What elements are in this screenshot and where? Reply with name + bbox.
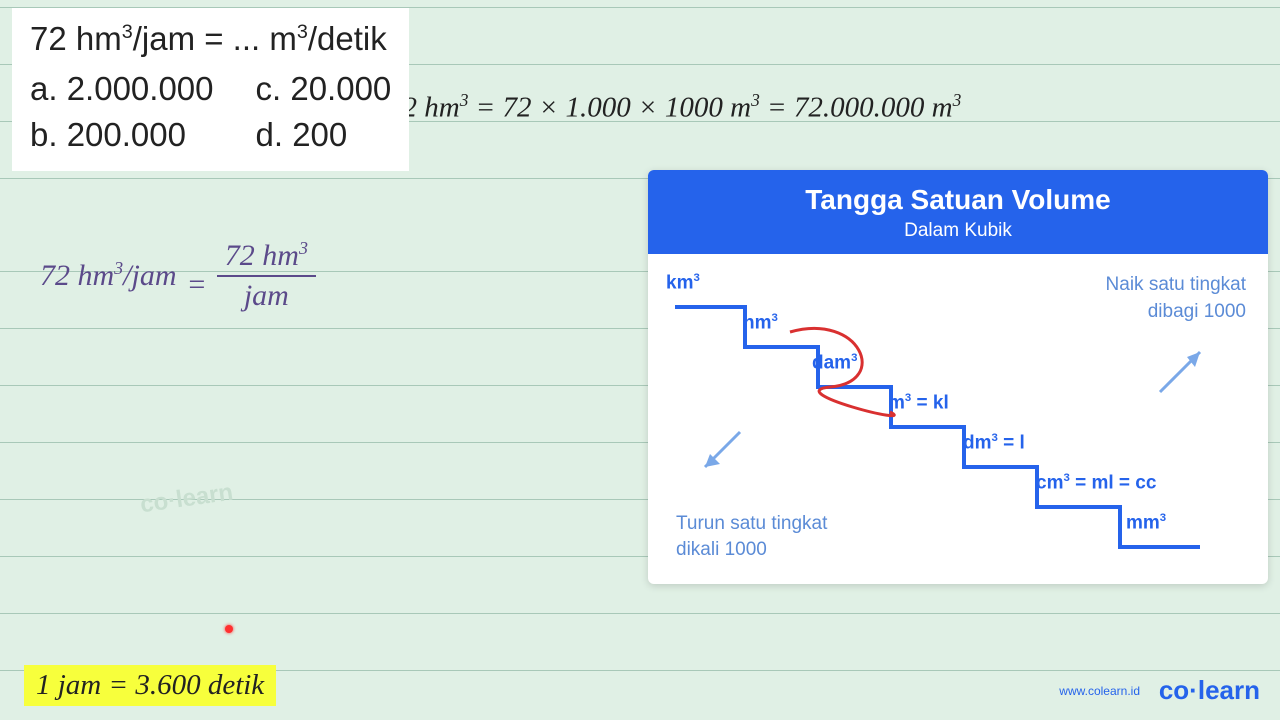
question-options: a. 2.000.000 b. 200.000 c. 20.000 d. 200 [30,66,391,158]
pointer-dot [225,625,233,633]
step-dm3: dm3 = l [963,432,1025,454]
step-dam3: dam3 [812,352,857,374]
step-mm3: mm3 [1126,512,1166,534]
volume-unit-card: Tangga Satuan Volume Dalam Kubik km3 hm3… [648,170,1268,584]
working-equation: 72 hm3/jam = 72 hm3 jam [40,238,316,313]
note-ascending: Naik satu tingkat dibagi 1000 [1106,272,1246,325]
fraction-denominator: jam [236,277,297,313]
question-prompt: 72 hm3/jam = ... m3/detik [30,16,391,62]
option-a: a. 2.000.000 [30,66,214,112]
option-b: b. 200.000 [30,112,214,158]
conversion-equation: 72 hm3 = 72 × 1.000 × 1000 m3 = 72.000.0… [388,90,961,125]
step-km3: km3 [666,272,700,294]
volume-card-subtitle: Dalam Kubik [658,220,1258,242]
volume-card-title: Tangga Satuan Volume [658,184,1258,216]
option-d: d. 200 [256,112,392,158]
step-cm3: cm3 = ml = cc [1036,472,1156,494]
step-hm3: hm3 [743,312,778,334]
question-box: 72 hm3/jam = ... m3/detik a. 2.000.000 b… [12,8,409,171]
volume-card-body: km3 hm3 dam3 m3 = kl dm3 = l cm3 = ml = … [648,254,1268,584]
volume-card-header: Tangga Satuan Volume Dalam Kubik [648,170,1268,254]
working-fraction: 72 hm3 jam [217,238,316,313]
brand-logo: co·learn [1159,675,1260,706]
fraction-numerator: 72 hm3 [217,238,316,277]
note-descending: Turun satu tingkat dikali 1000 [676,511,827,564]
brand-url: www.colearn.id [1059,684,1140,698]
time-conversion-fact: 1 jam = 3.600 detik [24,665,276,706]
step-m3: m3 = kl [888,392,949,414]
option-c: c. 20.000 [256,66,392,112]
working-lhs: 72 hm3/jam [40,258,177,293]
